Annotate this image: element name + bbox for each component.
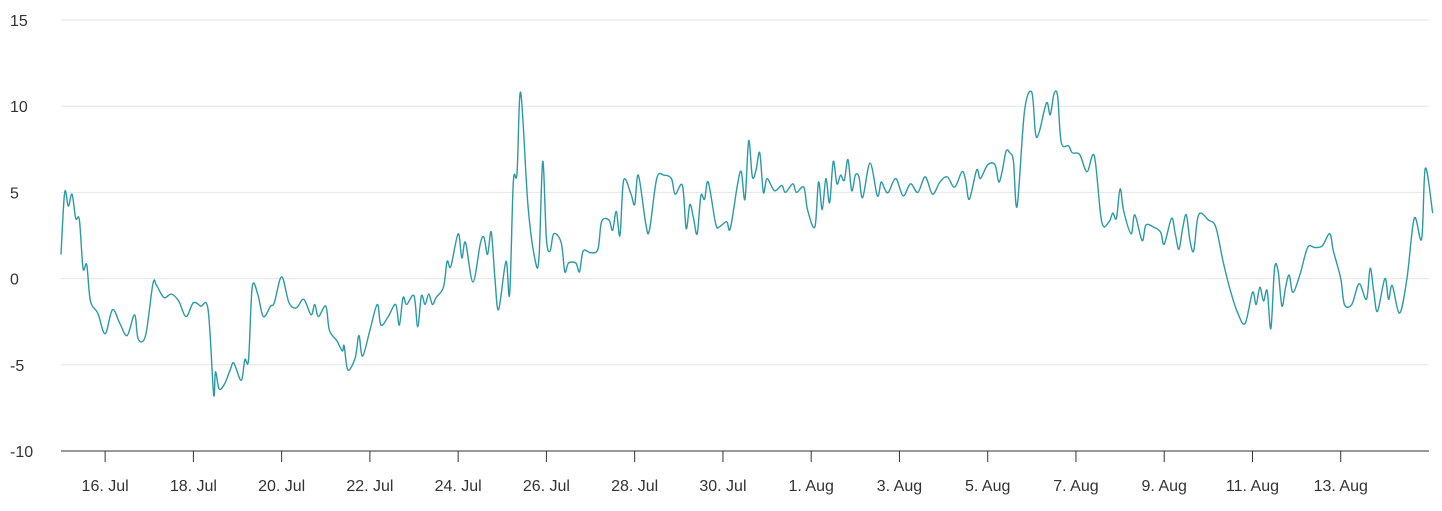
x-tick-label: 20. Jul <box>258 478 305 495</box>
y-axis: 15 10 5 0 -5 -10 <box>10 13 33 461</box>
y-tick-label: 10 <box>10 99 28 116</box>
x-tick-label: 28. Jul <box>611 478 658 495</box>
x-tick-label: 1. Aug <box>789 478 834 495</box>
y-tick-label: 0 <box>10 272 19 289</box>
y-tick-label: 5 <box>10 185 19 202</box>
y-tick-label: -10 <box>10 444 33 461</box>
x-axis: 16. Jul 18. Jul 20. Jul 22. Jul 24. Jul 26. J… <box>61 450 1429 495</box>
x-tick-label: 13. Aug <box>1314 478 1368 495</box>
series-group <box>60 90 1434 397</box>
x-tick-label: 9. Aug <box>1142 478 1187 495</box>
x-tick-label: 26. Jul <box>523 478 570 495</box>
y-tick-label: -5 <box>10 358 24 375</box>
x-tick-label: 5. Aug <box>965 478 1010 495</box>
x-tick-label: 11. Aug <box>1226 478 1279 495</box>
x-tick-label: 7. Aug <box>1053 478 1098 495</box>
x-tick-label: 18. Jul <box>170 478 217 495</box>
x-tick-label: 22. Jul <box>346 478 393 495</box>
x-tick-label: 16. Jul <box>82 478 129 495</box>
x-tick-label: 3. Aug <box>877 478 922 495</box>
x-tick-label: 30. Jul <box>699 478 746 495</box>
y-tick-label: 15 <box>10 13 28 30</box>
series-line <box>60 90 1434 397</box>
x-tick-label: 24. Jul <box>435 478 482 495</box>
